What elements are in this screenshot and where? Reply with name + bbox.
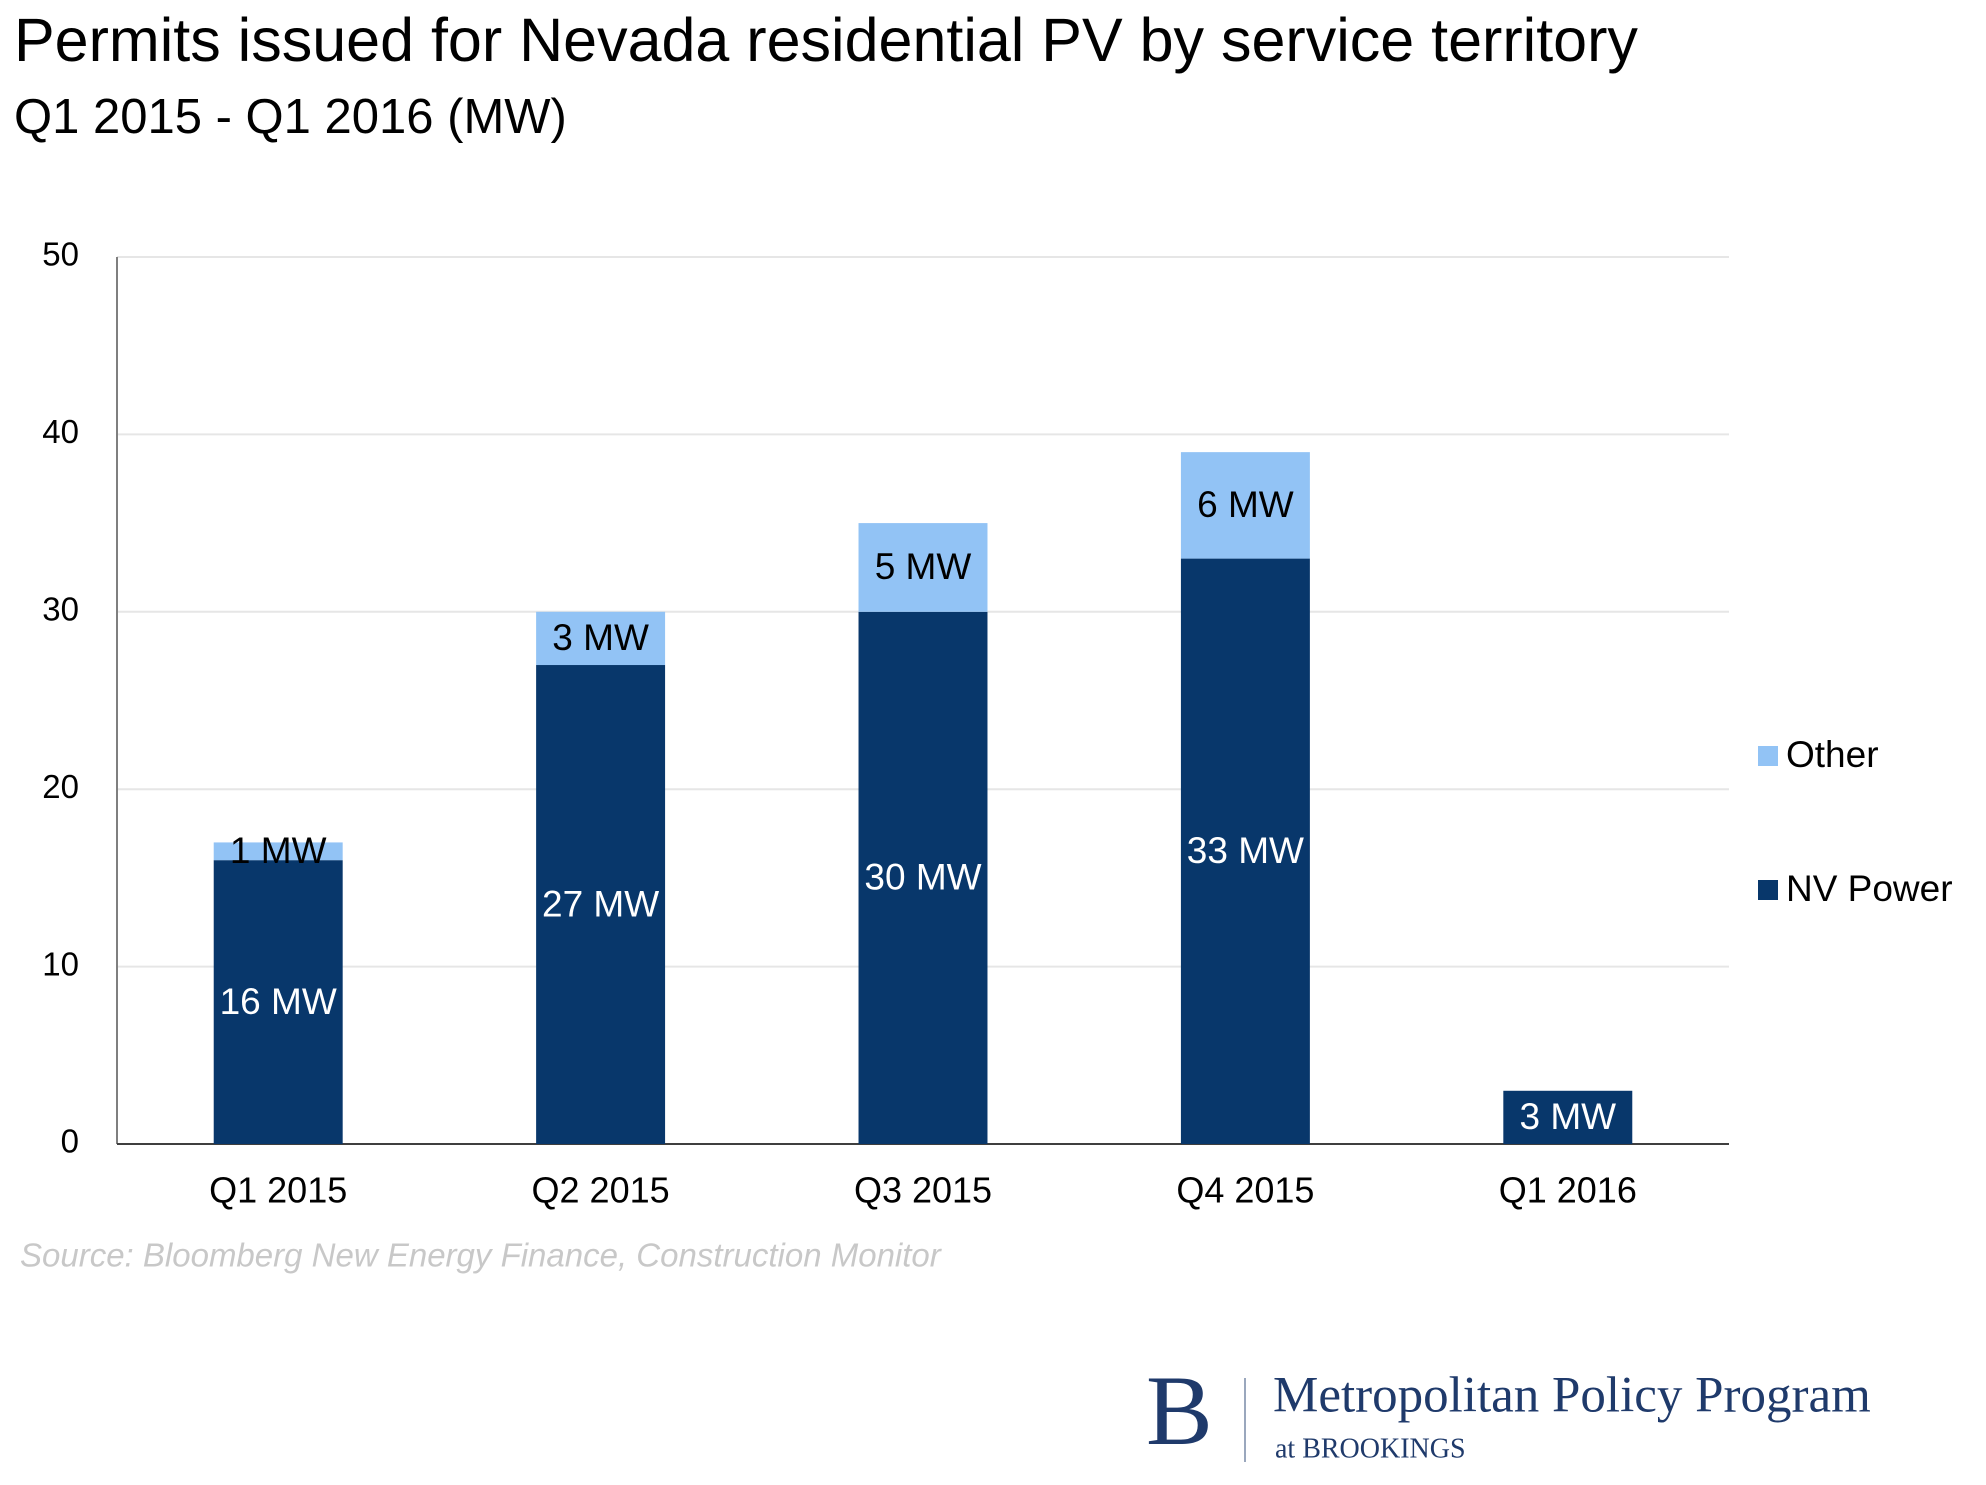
data-label: 27 MW [542,883,659,924]
logo-name: Metropolitan Policy Program [1273,1368,1871,1424]
y-tick-label: 40 [42,413,79,450]
legend-label: Other [1786,734,1879,775]
bar-segment [536,611,666,666]
data-label: 3 MW [552,617,649,658]
bar-segment [1180,558,1310,1144]
data-label: 6 MW [1197,484,1294,525]
legend-label: NV Power [1786,868,1953,909]
logo-affiliation: at BROOKINGS [1275,1433,1466,1464]
y-tick-label: 20 [42,768,79,805]
x-tick-label: Q2 2015 [532,1170,670,1211]
data-label: 30 MW [864,857,981,898]
x-tick-label: Q1 2015 [209,1170,347,1211]
x-tick-label: Q3 2015 [854,1170,992,1211]
source-note: Source: Bloomberg New Energy Finance, Co… [20,1237,943,1274]
data-label: 16 MW [220,981,337,1022]
data-label: 33 MW [1187,830,1304,871]
x-tick-label: Q1 2016 [1499,1170,1637,1211]
data-label: 3 MW [1519,1096,1616,1137]
legend-swatch [1758,746,1778,766]
logo-letter: B [1146,1355,1213,1466]
bar-segment [1180,452,1310,559]
bar-segment [1503,1090,1633,1144]
y-tick-label: 50 [42,236,79,273]
bar-segment [213,860,343,1144]
bar-segment [858,523,988,612]
data-label: 1 MW [230,830,327,871]
y-tick-label: 30 [42,591,79,628]
legend-swatch [1758,880,1778,900]
data-label: 5 MW [875,546,972,587]
bar-segment [858,611,988,1144]
y-tick-label: 0 [61,1123,79,1160]
bar-segment [213,842,343,861]
y-tick-label: 10 [42,945,79,982]
x-tick-label: Q4 2015 [1176,1170,1314,1211]
bar-segment [536,665,666,1144]
chart-title: Permits issued for Nevada residential PV… [14,6,1638,74]
chart-subtitle: Q1 2015 - Q1 2016 (MW) [14,90,567,144]
